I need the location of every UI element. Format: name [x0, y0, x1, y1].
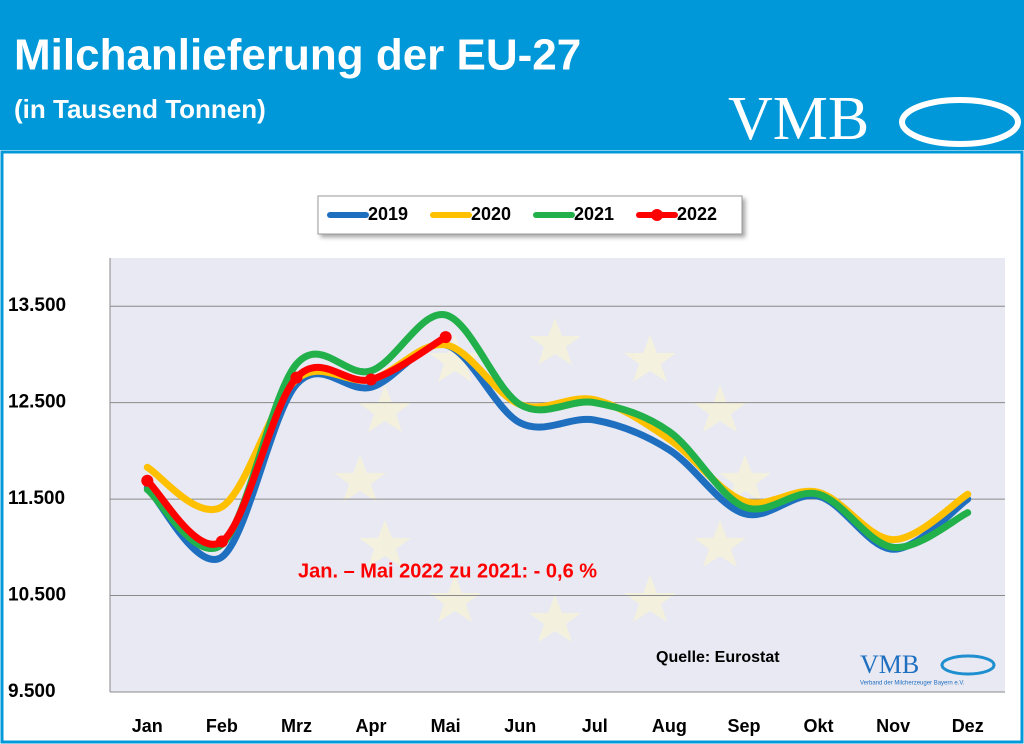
- legend-label: 2019: [368, 204, 408, 224]
- source-logo-swirl: [940, 654, 996, 676]
- series-marker: [141, 474, 154, 487]
- x-tick-label: Jan: [132, 716, 163, 736]
- source-logo: VMB: [860, 650, 919, 679]
- logo: VMB: [728, 85, 869, 153]
- legend-marker: [651, 209, 663, 221]
- series-marker: [290, 371, 303, 384]
- x-tick-label: Nov: [876, 716, 910, 736]
- x-tick-label: Dez: [952, 716, 984, 736]
- legend-label: 2020: [471, 204, 511, 224]
- title: Milchanlieferung der EU-27: [14, 31, 581, 80]
- y-tick-label: 9.500: [8, 681, 56, 702]
- source-logo-caption: Verband der Milcherzeuger Bayern e.V.: [860, 681, 965, 687]
- x-tick-label: Jul: [582, 716, 608, 736]
- x-tick-label: Aug: [652, 716, 687, 736]
- series-marker: [215, 535, 228, 548]
- x-tick-label: Apr: [356, 716, 387, 736]
- x-tick-label: Mai: [431, 716, 461, 736]
- logo-swirl: [899, 97, 1021, 147]
- legend-label: 2022: [677, 204, 717, 224]
- y-tick-label: 11.500: [8, 488, 65, 509]
- subtitle: (in Tausend Tonnen): [14, 94, 266, 124]
- series-line: [143, 333, 450, 548]
- y-tick-label: 13.500: [8, 295, 66, 316]
- series-marker: [439, 331, 452, 344]
- x-tick-label: Jun: [504, 716, 536, 736]
- legend-label: 2021: [574, 204, 614, 224]
- header-band: [0, 0, 1024, 150]
- x-tick-label: Sep: [727, 716, 760, 736]
- x-tick-label: Okt: [804, 716, 834, 736]
- series-marker: [365, 373, 378, 386]
- annotation: Jan. – Mai 2022 zu 2021: - 0,6 %: [298, 560, 597, 582]
- y-tick-label: 12.500: [8, 392, 66, 413]
- x-tick-label: Feb: [206, 716, 238, 736]
- y-tick-label: 10.500: [8, 585, 66, 606]
- source: Quelle: Eurostat: [656, 649, 780, 666]
- x-tick-label: Mrz: [281, 716, 312, 736]
- eu-stars: [334, 318, 771, 642]
